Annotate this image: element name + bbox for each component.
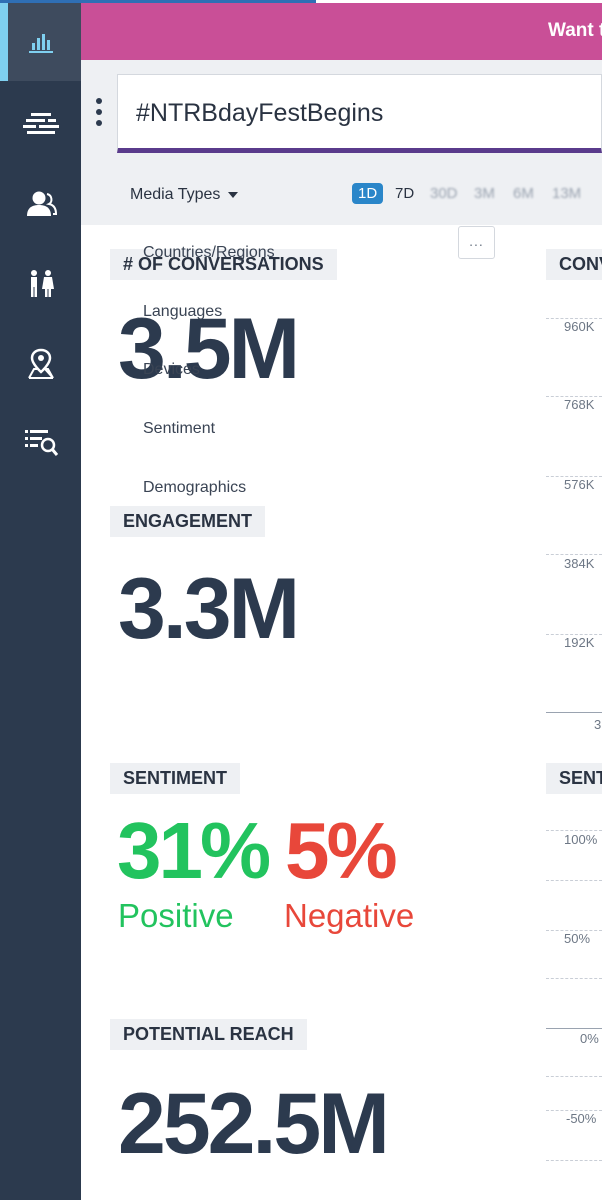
grid-line: [546, 318, 602, 319]
conversations-value: 3.5M: [118, 301, 300, 397]
bar-chart-icon: [28, 34, 53, 53]
grid-line: [546, 930, 602, 931]
potential-reach-value: 252.5M: [118, 1076, 390, 1172]
grid-line: [546, 880, 602, 881]
grid-line: [546, 634, 602, 635]
location-icon: [27, 348, 54, 379]
y-tick-label: 100%: [564, 832, 598, 847]
y-tick-label: 960K: [564, 319, 595, 334]
range-6m-button[interactable]: 6M: [513, 185, 534, 202]
sidebar-item-analytics[interactable]: [0, 3, 81, 81]
menu-item-countries[interactable]: Countries/Regions: [143, 244, 275, 261]
y-tick-label: 192K: [564, 635, 595, 650]
menu-item-demographics[interactable]: Demographics: [143, 479, 247, 496]
active-indicator: [0, 3, 8, 81]
kebab-menu-icon[interactable]: [96, 98, 102, 128]
more-options-button[interactable]: ...: [458, 226, 495, 259]
grid-line: [546, 978, 602, 979]
user-icon: [26, 191, 57, 216]
grid-line: [546, 476, 602, 477]
y-tick-label: 50%: [564, 931, 591, 946]
top-strip: [0, 0, 602, 3]
x-tick-label: 3: [594, 717, 602, 732]
grid-line: [546, 396, 602, 397]
range-3m-button[interactable]: 3M: [474, 185, 495, 202]
y-tick-label: 384K: [564, 556, 595, 571]
engagement-header: ENGAGEMENT: [110, 506, 266, 537]
sentiment-positive-label: Positive: [118, 897, 234, 934]
menu-item-devices[interactable]: Devices: [143, 361, 200, 378]
sentiment-chart-header: SENT: [546, 763, 602, 794]
sidebar-item-stream[interactable]: [0, 85, 81, 163]
banner-text[interactable]: Want t: [548, 20, 602, 41]
sentiment-negative-label: Negative: [284, 897, 415, 934]
range-1d-button[interactable]: 1D: [352, 183, 384, 204]
sidebar: [0, 3, 81, 1200]
potential-reach-header: POTENTIAL REACH: [110, 1019, 307, 1050]
grid-line: [546, 1160, 602, 1161]
media-types-label: Media Types: [130, 186, 221, 203]
sidebar-item-demographics[interactable]: [0, 245, 81, 323]
grid-line: [546, 554, 602, 555]
sidebar-item-users[interactable]: [0, 165, 81, 243]
sentiment-positive-value: 31%: [117, 806, 271, 895]
media-types-dropdown[interactable]: Media Types: [130, 186, 239, 204]
sentiment-header: SENTIMENT: [110, 763, 241, 794]
stream-icon: [22, 113, 59, 134]
menu-item-languages[interactable]: Languages: [143, 303, 223, 320]
grid-line: [546, 1076, 602, 1077]
engagement-value: 3.3M: [118, 561, 300, 657]
y-tick-label: 576K: [564, 477, 595, 492]
y-tick-label: 0%: [580, 1031, 599, 1046]
x-axis-line: [546, 712, 602, 713]
y-tick-label: 768K: [564, 397, 595, 412]
promo-banner[interactable]: [81, 3, 602, 60]
range-30d-button[interactable]: 30D: [430, 185, 458, 202]
sidebar-item-locations[interactable]: [0, 325, 81, 403]
conversations-chart-header: CONV: [546, 249, 602, 280]
top-strip-segment: [316, 0, 602, 3]
grid-line: [546, 830, 602, 831]
range-13m-button[interactable]: 13M: [552, 185, 582, 202]
range-7d-button[interactable]: 7D: [395, 185, 415, 202]
conversations-header: # OF CONVERSATIONS: [110, 249, 337, 280]
search-list-icon: [24, 430, 58, 456]
chevron-down-icon: [228, 191, 239, 198]
search-input[interactable]: [117, 74, 602, 153]
demographics-icon: [30, 270, 54, 297]
zero-line: [546, 1028, 602, 1029]
sidebar-item-search-list[interactable]: [0, 403, 81, 481]
y-tick-label: -50%: [566, 1111, 597, 1126]
search-query[interactable]: #NTRBdayFestBegins: [136, 99, 384, 127]
menu-item-sentiment[interactable]: Sentiment: [143, 420, 216, 437]
grid-line: [546, 1110, 602, 1111]
sentiment-negative-value: 5%: [285, 806, 398, 895]
